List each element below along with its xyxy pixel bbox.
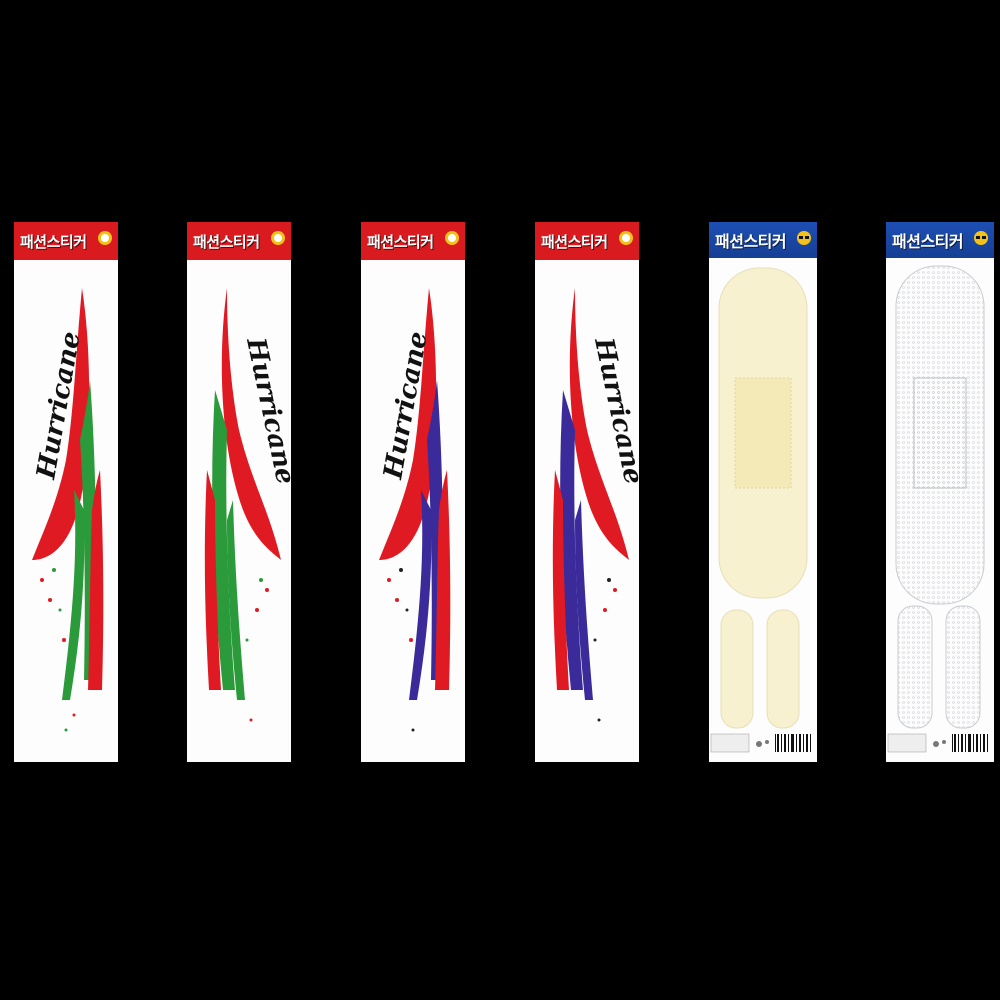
sticker-card-4: 패션스티커 Hurricane bbox=[535, 222, 639, 762]
brand-title: 패션스티커 bbox=[892, 228, 963, 252]
flame-sticker-art: Hurricane bbox=[14, 260, 118, 760]
sticker-card-6: 패션스티커 bbox=[886, 222, 994, 762]
brand-title: 패션스티커 bbox=[367, 231, 434, 252]
sunglasses-icon bbox=[973, 230, 989, 246]
brand-title: 패션스티커 bbox=[541, 231, 608, 252]
card-header: 패션스티커 bbox=[535, 222, 639, 260]
barcode-label bbox=[709, 728, 817, 758]
sticker-card-2: 패션스티커 Hurricane bbox=[187, 222, 291, 762]
sticker-badge-icon bbox=[444, 230, 460, 246]
flame-sticker-art: Hurricane bbox=[361, 260, 465, 760]
sticker-badge-icon bbox=[97, 230, 113, 246]
sticker-badge-icon bbox=[270, 230, 286, 246]
bandage-sticker-art bbox=[709, 260, 817, 760]
brand-title: 패션스티커 bbox=[20, 231, 87, 252]
sticker-card-5: 패션스티커 bbox=[709, 222, 817, 762]
sticker-card-1: 패션스티커 Hurricane bbox=[14, 222, 118, 762]
card-header: 패션스티커 bbox=[187, 222, 291, 260]
barcode-label bbox=[886, 728, 994, 758]
card-header: 패션스티커 bbox=[14, 222, 118, 260]
card-header: 패션스티커 bbox=[361, 222, 465, 260]
brand-title: 패션스티커 bbox=[715, 228, 786, 252]
card-header: 패션스티커 bbox=[709, 222, 817, 258]
flame-sticker-art: Hurricane bbox=[187, 260, 291, 760]
sunglasses-icon bbox=[796, 230, 812, 246]
sticker-card-3: 패션스티커 Hurricane bbox=[361, 222, 465, 762]
brand-title: 패션스티커 bbox=[193, 231, 260, 252]
mesh-bandage-sticker-art bbox=[886, 260, 994, 760]
sticker-badge-icon bbox=[618, 230, 634, 246]
card-header: 패션스티커 bbox=[886, 222, 994, 258]
flame-sticker-art: Hurricane bbox=[535, 260, 639, 760]
